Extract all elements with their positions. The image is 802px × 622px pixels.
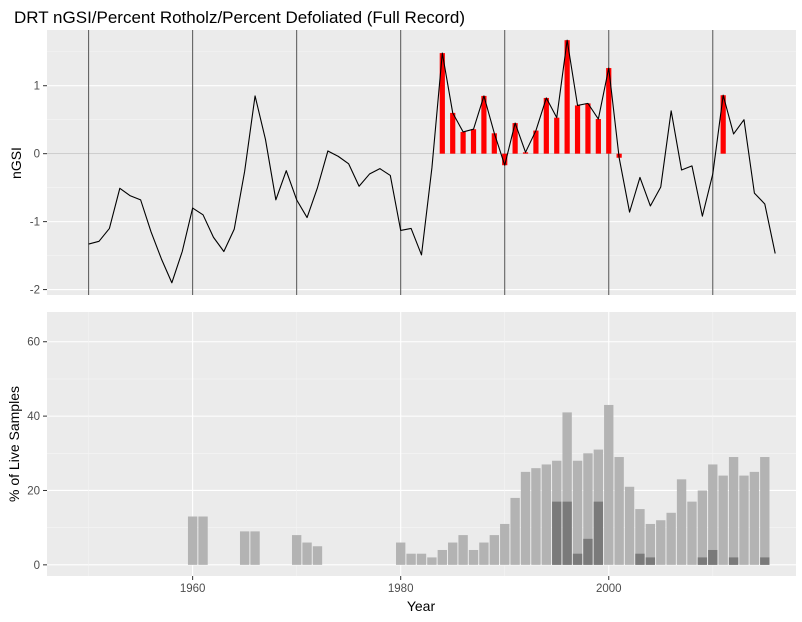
defoliated-bar: [635, 553, 645, 565]
y-tick-label: 0: [34, 149, 40, 161]
y-tick-label: 60: [27, 337, 40, 349]
defoliated-bar: [593, 501, 604, 565]
x-axis-title: Year: [407, 598, 436, 614]
rotholz-bar: [520, 471, 531, 565]
defoliated-bar: [645, 557, 656, 565]
rotholz-bar: [583, 453, 593, 565]
rotholz-bar: [614, 457, 624, 565]
defoliated-bar: [708, 549, 718, 565]
top-grid: [47, 51, 796, 291]
red-bar: [595, 119, 601, 154]
defoliated-bar: [728, 557, 739, 565]
rotholz-bar: [489, 535, 500, 565]
bottom-panel: 0 20 40 60 1960 1980 2000 % of Live Samples Y…: [6, 312, 796, 614]
y-tick-label: 0: [34, 560, 40, 572]
defoliated-bar: [552, 501, 562, 565]
red-bar: [585, 103, 591, 154]
defoliated-bar: [697, 557, 708, 565]
red-bar: [554, 117, 560, 154]
bottom-x-axis: 1960 1980 2000: [180, 576, 622, 595]
red-bar: [460, 131, 466, 154]
rotholz-bar: [708, 464, 718, 565]
top-panel: -2 -1 0 1 nGSI: [8, 30, 796, 297]
rotholz-bar: [656, 520, 666, 565]
top-red-bars: [439, 40, 726, 166]
rotholz-bar: [458, 535, 468, 565]
rotholz-bar: [250, 531, 260, 565]
red-bar: [533, 130, 539, 154]
rotholz-bar: [604, 404, 614, 565]
red-bar: [564, 40, 570, 154]
y-tick-label: -2: [30, 285, 40, 297]
rotholz-bar: [635, 509, 645, 565]
red-bar: [606, 68, 612, 154]
red-bar: [491, 133, 497, 154]
y-tick-label: 40: [27, 411, 40, 423]
rotholz-bar: [645, 523, 656, 565]
y-tick-label: -1: [30, 217, 40, 229]
y-tick-label: 20: [27, 485, 40, 497]
bottom-bars: [187, 404, 770, 565]
red-bar: [470, 129, 477, 154]
rotholz-bar: [718, 475, 728, 565]
red-bar: [481, 95, 487, 154]
ngsi-series-line: [88, 39, 776, 284]
rotholz-bar: [687, 501, 697, 565]
rotholz-bar: [500, 523, 510, 565]
rotholz-bar: [291, 535, 302, 565]
x-tick-label: 1960: [180, 583, 206, 595]
rotholz-bar: [396, 542, 406, 565]
rotholz-bar: [479, 542, 489, 565]
rotholz-bar: [187, 516, 198, 565]
red-bar: [512, 123, 518, 154]
rotholz-bar: [312, 546, 323, 565]
bottom-y-axis-title: % of Live Samples: [6, 386, 22, 502]
x-tick-label: 2000: [596, 583, 622, 595]
rotholz-bar: [541, 464, 552, 565]
rotholz-bar: [468, 549, 479, 565]
rotholz-bar: [510, 497, 520, 565]
defoliated-bar: [572, 553, 583, 565]
red-bar: [439, 53, 445, 154]
rotholz-bar: [572, 460, 583, 565]
rotholz-bar: [239, 531, 250, 565]
rotholz-bar: [697, 490, 708, 565]
defoliated-bar: [583, 538, 593, 565]
red-bar: [450, 112, 456, 154]
chart-title: DRT nGSI/Percent Rotholz/Percent Defolia…: [14, 8, 465, 27]
rotholz-bar: [624, 486, 635, 565]
defoliated-bar: [562, 501, 572, 565]
rotholz-bar: [760, 457, 770, 565]
rotholz-bar: [666, 512, 676, 565]
rotholz-bar: [676, 479, 687, 565]
red-bar: [574, 105, 581, 154]
top-y-axis: -2 -1 0 1: [30, 81, 47, 297]
rotholz-bar: [562, 412, 572, 565]
rotholz-bar: [749, 471, 760, 565]
defoliated-bar: [760, 557, 770, 565]
rotholz-bar: [448, 542, 458, 565]
red-bar: [720, 95, 726, 154]
rotholz-bar: [531, 468, 541, 565]
red-bar: [522, 152, 529, 154]
top-ngsi-line: [88, 39, 776, 284]
rotholz-bar: [437, 549, 447, 565]
x-tick-label: 1980: [388, 583, 414, 595]
rotholz-bar: [728, 457, 739, 565]
red-bar: [543, 97, 549, 154]
rotholz-bar: [416, 553, 427, 565]
rotholz-bar: [406, 553, 416, 565]
rotholz-bar: [739, 475, 749, 565]
rotholz-bar: [302, 542, 312, 565]
bottom-y-axis: 0 20 40 60: [27, 337, 47, 572]
top-y-axis-title: nGSI: [8, 147, 24, 179]
rotholz-bar: [427, 557, 437, 565]
rotholz-bar: [198, 516, 208, 565]
y-tick-label: 1: [34, 81, 40, 93]
red-bar: [502, 153, 508, 166]
